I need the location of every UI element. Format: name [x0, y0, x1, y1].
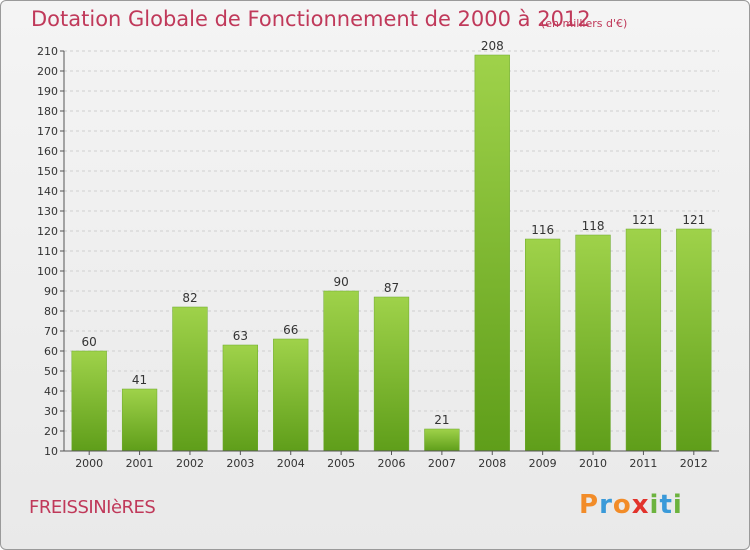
bar-2006: [373, 296, 410, 452]
y-tick-label: 170: [37, 125, 58, 138]
y-tick-label: 100: [37, 265, 58, 278]
logo-letter: o: [612, 490, 632, 520]
logo-letter: t: [659, 490, 673, 520]
bar-2008: [474, 54, 510, 452]
y-tick-label: 30: [44, 405, 58, 418]
value-label-2004: 66: [283, 323, 298, 337]
y-tick-label: 160: [37, 145, 58, 158]
y-tick-label: 190: [37, 85, 58, 98]
y-tick-label: 150: [37, 165, 58, 178]
x-tick-label-2005: 2005: [327, 457, 355, 470]
bar-2011: [625, 228, 662, 452]
x-tick-label-2004: 2004: [277, 457, 305, 470]
value-label-2005: 90: [333, 275, 348, 289]
y-tick-label: 210: [37, 45, 58, 58]
y-tick-label: 50: [44, 365, 58, 378]
value-label-2000: 60: [82, 335, 97, 349]
value-label-2012: 121: [682, 213, 705, 227]
x-tick-label-2010: 2010: [579, 457, 607, 470]
y-tick-label: 60: [44, 345, 58, 358]
commune-name: FREISSINIèRES: [29, 497, 156, 518]
y-tick-label: 70: [44, 325, 58, 338]
y-tick-label: 200: [37, 65, 58, 78]
y-tick-label: 40: [44, 385, 58, 398]
logo-letter: i: [672, 490, 683, 520]
value-label-2006: 87: [384, 281, 399, 295]
logo-letter: P: [579, 490, 600, 520]
bar-2010: [575, 234, 611, 452]
y-tick-label: 180: [37, 105, 58, 118]
value-label-2007: 21: [434, 413, 449, 427]
value-label-2010: 118: [582, 219, 605, 233]
bar-2003: [222, 344, 258, 452]
bar-2000: [71, 350, 107, 452]
x-tick-label-2007: 2007: [428, 457, 456, 470]
value-label-2002: 82: [182, 291, 197, 305]
value-label-2003: 63: [233, 329, 248, 343]
chart-title: Dotation Globale de Fonctionnement de 20…: [31, 7, 591, 31]
bar-2002: [172, 306, 208, 452]
x-tick-label-2006: 2006: [378, 457, 406, 470]
bar-2012: [676, 228, 712, 452]
y-tick-label: 140: [37, 185, 58, 198]
bar-2001: [121, 388, 158, 452]
bar-2007: [424, 428, 460, 452]
bar-2004: [273, 338, 309, 452]
y-tick-label: 80: [44, 305, 58, 318]
x-tick-label-2000: 2000: [75, 457, 103, 470]
y-tick-label: 20: [44, 425, 58, 438]
y-tick-label: 120: [37, 225, 58, 238]
value-label-2008: 208: [481, 39, 504, 53]
chart-subtitle: (en milliers d'€): [541, 17, 628, 30]
x-tick-label-2001: 2001: [126, 457, 154, 470]
y-tick-label: 130: [37, 205, 58, 218]
proxiti-logo: Proxiti: [579, 490, 683, 520]
x-tick-label-2008: 2008: [478, 457, 506, 470]
bar-2009: [525, 238, 561, 452]
x-tick-label-2012: 2012: [680, 457, 708, 470]
logo-letter: i: [649, 490, 660, 520]
x-tick-label-2002: 2002: [176, 457, 204, 470]
value-label-2009: 116: [531, 223, 554, 237]
axes: 10 20 30 40 50 60 70 80 90 100 110 120 130 140 150 160 1…: [37, 45, 719, 470]
value-label-2001: 41: [132, 373, 147, 387]
logo-letter: x: [631, 490, 650, 520]
x-tick-label-2011: 2011: [629, 457, 657, 470]
x-tick-label-2009: 2009: [529, 457, 557, 470]
y-tick-label: 110: [37, 245, 58, 258]
value-label-2011: 121: [632, 213, 655, 227]
logo-letter: r: [599, 490, 613, 520]
x-tick-label-2003: 2003: [226, 457, 254, 470]
bar-2005: [323, 290, 359, 452]
y-tick-label: 10: [44, 445, 58, 458]
bars: 60 41 82 63 66 90 87 21 208 116 118 121 121: [71, 39, 712, 452]
y-tick-label: 90: [44, 285, 58, 298]
